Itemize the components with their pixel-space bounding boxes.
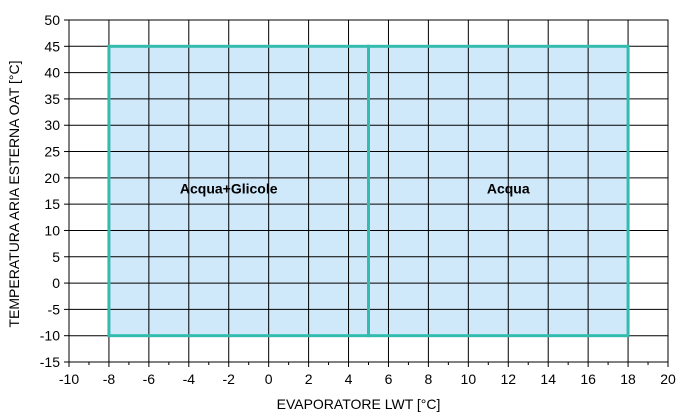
y-tick-label: 5 [52,249,60,265]
y-tick-label: 20 [44,170,60,186]
region-fill-acqua [368,46,629,336]
y-tick-label: 40 [44,65,60,81]
x-tick-label: 4 [345,371,353,387]
x-tick-label: -10 [59,371,79,387]
x-tick-label: 0 [265,371,273,387]
axes-layer [64,19,669,367]
region-border-layer [107,44,630,338]
region-label-acqua-glicole: Acqua+Glicole [180,180,278,196]
x-tick-label: 10 [461,371,477,387]
y-tick-label: 50 [44,12,60,28]
x-tick-label: -4 [183,371,196,387]
x-tick-label: 20 [660,371,676,387]
region-fill-layer [108,46,629,336]
y-tick-label: -10 [40,328,60,344]
y-axis-title: TEMPERATURA ARIA ESTERNA OAT [°C] [6,61,22,328]
y-tick-label: 35 [44,91,60,107]
y-tick-label: -15 [40,354,60,370]
y-tick-label: 25 [44,144,60,160]
x-tick-label: 18 [620,371,636,387]
x-tick-label: 16 [580,371,596,387]
labels-layer: -10 -8 -6 -4 -2 0 2 4 6 8 10 12 14 16 18 20-15-10-50510… [6,12,676,412]
x-tick-label: -8 [103,371,116,387]
y-tick-label: 15 [44,196,60,212]
x-tick-label: 2 [305,371,313,387]
x-tick-label: -6 [143,371,156,387]
y-tick-label: 30 [44,117,60,133]
y-tick-label: -5 [48,301,61,317]
region-fill-acqua-glicole [108,46,369,336]
region-label-acqua: Acqua [487,180,530,196]
x-tick-label: 14 [540,371,556,387]
x-tick-label: 6 [385,371,393,387]
x-axis-title: EVAPORATORE LWT [°C] [277,396,441,412]
y-tick-label: 45 [44,38,60,54]
y-tick-label: 10 [44,222,60,238]
x-tick-label: 12 [500,371,516,387]
region-border-acqua [367,44,630,338]
x-tick-label: -2 [223,371,236,387]
y-tick-label: 0 [52,275,60,291]
x-tick-label: 8 [425,371,433,387]
